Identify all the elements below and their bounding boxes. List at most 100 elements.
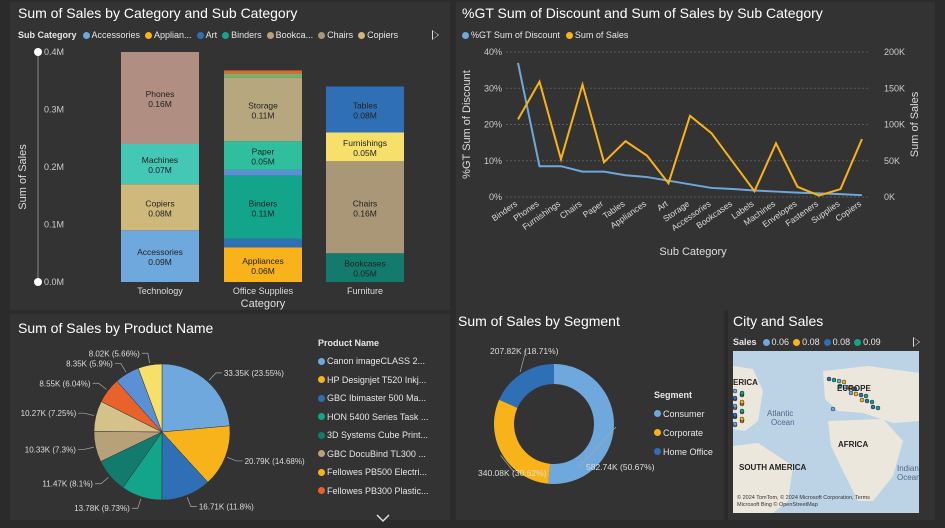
bar-segment[interactable] [224,141,302,170]
chart2-legend-item[interactable]: Sum of Sales [565,30,628,40]
bar-segment[interactable] [326,86,404,133]
chart5-legend-item[interactable]: 0.09 [854,337,881,347]
map-marker[interactable] [858,392,864,398]
chart1-legend-item[interactable]: Accessories [82,30,140,40]
series-line[interactable] [517,79,863,197]
bar-segment[interactable] [121,230,199,282]
segment-legend[interactable]: Segment Consumer Corporate Home Office [654,390,713,461]
bar-segment[interactable] [224,73,302,78]
donut-slice[interactable] [548,364,615,484]
donut-slice[interactable] [494,399,551,484]
map-marker[interactable] [852,386,858,392]
chart5-legend-item[interactable]: 0.08 [823,337,850,347]
map-marker[interactable] [733,395,738,401]
chart3-legend-item[interactable]: GBC Ibimaster 500 Ma... [318,389,429,408]
product-legend[interactable]: Product Name Canon imageCLASS 2... HP Des… [318,338,429,500]
chart2-legend-item[interactable]: %GT Sum of Discount [462,30,560,40]
map-marker[interactable] [842,384,848,390]
bar-label: Storage [248,101,278,111]
y-axis-left-label: %GT Sum of Discount [461,70,473,179]
bar-segment[interactable] [326,253,404,282]
map-marker[interactable] [733,412,738,418]
chart1-legend-item[interactable]: Art [196,30,217,40]
bar-segment[interactable] [121,184,199,231]
x-tick-label: Chairs [558,198,584,220]
legend-label: Fellowes PB300 Plastic... [327,485,429,496]
map-marker[interactable] [837,383,843,389]
bar-value-label: 0.05M [251,157,275,167]
chart5-legend-item[interactable]: 0.06 [762,337,789,347]
map-marker[interactable] [847,385,853,391]
map-marker[interactable] [870,404,876,410]
chart3-legend-item[interactable]: HP Designjet T520 Inkj... [318,371,429,390]
donut-slice[interactable] [499,364,554,408]
map-view[interactable]: ERICA EUROPE Atlantic Ocean AFRICA SOUTH… [733,351,919,513]
bar-segment[interactable] [326,161,404,254]
chart1-legend-item[interactable]: Copiers [358,30,398,40]
map-marker[interactable] [853,391,859,397]
map-marker[interactable] [864,398,870,404]
bar-segment[interactable] [224,247,302,283]
legend-label: Binders [231,30,262,40]
chart5-legend-item[interactable]: 0.08 [793,337,820,347]
map-marker[interactable] [739,416,745,422]
map-marker[interactable] [848,390,854,396]
map-marker[interactable] [739,408,745,414]
chart3-legend-item[interactable]: HON 5400 Series Task ... [318,408,429,427]
bar-segment[interactable] [121,52,199,144]
chart3-legend-item[interactable]: Canon imageCLASS 2... [318,352,429,371]
legend-dot-icon [318,487,325,495]
chart3-legend-item[interactable]: GBC DocuBind TL300 ... [318,445,429,464]
chart1-legend-item[interactable]: Chairs [318,30,353,40]
chart3-legend-item[interactable]: 3D Systems Cube Print... [318,426,429,445]
legend-dot-icon [462,31,469,39]
bar-segment[interactable] [121,144,199,185]
bar-segment[interactable] [224,70,302,74]
bar-segment[interactable] [326,132,404,162]
map-marker[interactable] [733,403,738,409]
x-axis-label: Category [241,298,286,310]
chart1-legend-item[interactable]: Bookca... [266,30,313,40]
bar-segment[interactable] [224,175,302,239]
chart4-legend-item[interactable]: Home Office [654,442,713,461]
map-marker[interactable] [836,378,842,384]
map-marker[interactable] [841,379,847,385]
chart3-legend-item[interactable]: Fellowes PB500 Electri... [318,463,429,482]
slider-handle-top[interactable] [34,48,42,56]
map-label-america: ERICA [733,378,758,387]
map-marker[interactable] [859,397,865,403]
slider-handle-bottom[interactable] [34,278,42,286]
map-marker[interactable] [831,377,837,383]
bar-segment[interactable] [224,238,302,248]
map-marker[interactable] [869,399,875,405]
south-america-landmass [733,443,793,513]
map-marker[interactable] [830,406,836,412]
y-tick-left: 30% [484,83,502,93]
pie-slice[interactable] [161,363,230,433]
chart4-legend-item[interactable]: Corporate [654,423,713,442]
map-marker[interactable] [739,390,745,396]
pie-slice[interactable] [161,425,231,483]
x-tick-label: Technology [137,286,183,296]
chart5-legend[interactable]: Sales 0.06 0.08 0.08 0.09 [733,337,881,347]
map-marker[interactable] [863,393,869,399]
map-marker[interactable] [875,405,881,411]
map-marker[interactable] [733,388,738,394]
chart1-legend-item[interactable]: Applian... [145,30,192,40]
chart4-legend-item[interactable]: Consumer [654,404,713,423]
bar-segment[interactable] [224,77,302,142]
chart2-legend[interactable]: %GT Sum of Discount Sum of Sales [462,30,628,40]
chevron-down-icon[interactable] [376,510,390,523]
y-tick-left: 0% [489,192,502,202]
y-tick-right: 50K [884,156,900,166]
chart3-svg: 33.35K (23.55%) 20.79K (14.68%) 16.71K (11… [21,349,305,513]
bar-segment[interactable] [224,169,302,176]
pie-slice[interactable] [137,363,163,433]
map-marker[interactable] [733,421,738,427]
chart3-legend-item[interactable]: Fellowes PB300 Plastic... [318,482,429,501]
chart1-legend[interactable]: Sub Category Accessories Applian... Art Bin… [18,30,398,40]
chart1-legend-item[interactable]: Binders [222,30,262,40]
map-marker[interactable] [826,376,832,382]
map-marker[interactable] [739,399,745,405]
series-line[interactable] [517,62,863,197]
